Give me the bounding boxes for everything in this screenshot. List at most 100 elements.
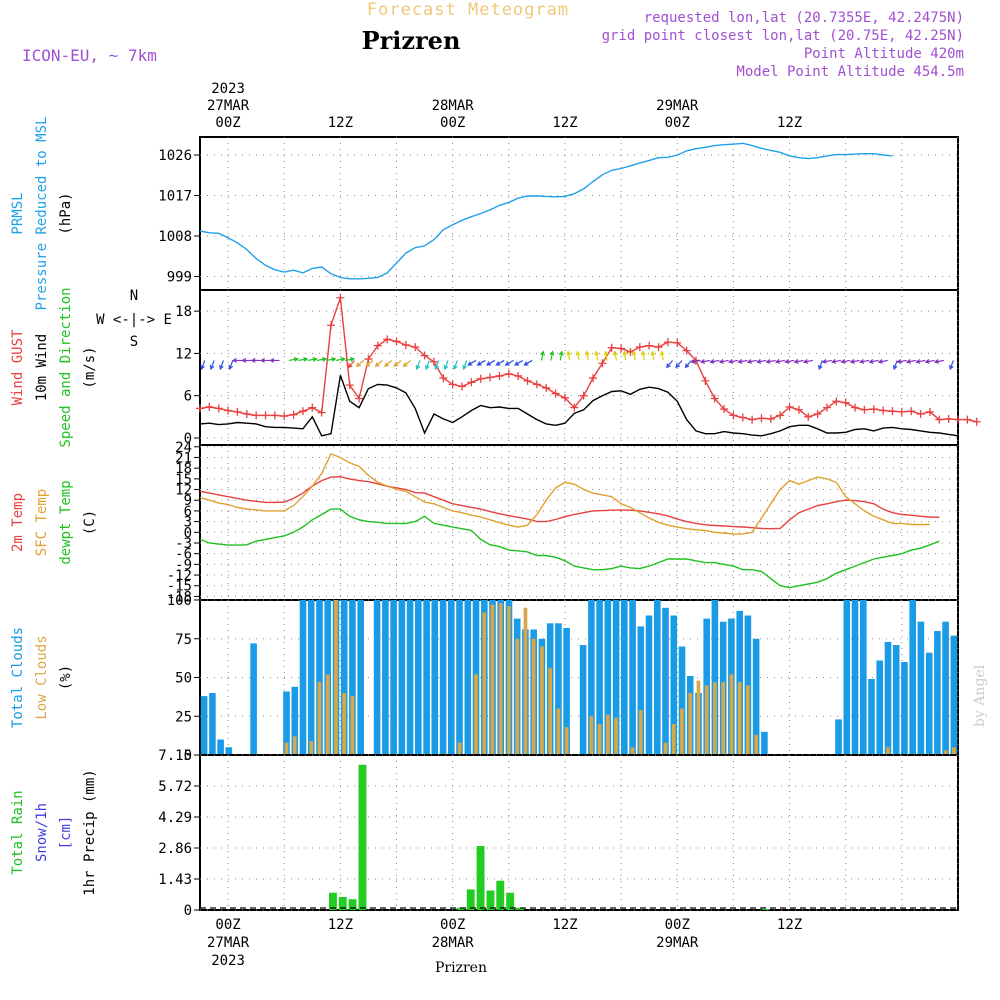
y-tick-label: 24: [175, 440, 192, 456]
bar-low-clouds: [729, 674, 734, 755]
bar-low-clouds: [556, 708, 561, 755]
wind-direction-arrow: [756, 359, 767, 364]
gust-marker: [224, 406, 233, 415]
gust-marker: [663, 338, 672, 347]
panel-frame-wind: [199, 289, 959, 446]
top-time-label: 12Z: [328, 115, 353, 131]
bar-low-clouds: [680, 708, 684, 755]
y-tick-label: 25: [175, 709, 192, 725]
wind-direction-arrow: [584, 350, 590, 361]
gust-marker: [233, 407, 242, 416]
gust-marker: [972, 417, 981, 426]
top-time-label: 27MAR: [207, 98, 250, 114]
gust-marker: [429, 357, 438, 366]
wind-direction-arrow: [746, 359, 757, 364]
bar-low-clouds: [614, 717, 618, 755]
gust-marker: [794, 405, 803, 414]
y-tick-label: 9: [184, 493, 192, 509]
gust-marker: [420, 351, 429, 360]
bottom-time-label: 2023: [211, 953, 245, 969]
bar-low-clouds: [737, 682, 742, 755]
ylabel-precip-1: Snow/1h: [34, 803, 50, 862]
gust-marker: [748, 415, 757, 424]
gust-marker: [963, 415, 972, 424]
bar-low-clouds: [490, 604, 495, 755]
watermark: by Angel: [972, 664, 988, 727]
top-time-label: 00Z: [665, 115, 690, 131]
gust-marker: [355, 394, 364, 403]
wind-direction-arrow: [476, 359, 486, 366]
gust-marker: [298, 407, 307, 416]
bar-total-clouds: [431, 600, 439, 755]
ylabel-pressure-2: (hPa): [58, 192, 74, 234]
wind-direction-arrow: [415, 360, 421, 371]
bar-low-clouds: [474, 674, 478, 755]
wind-direction-arrow: [365, 359, 374, 368]
bar-total-clouds: [868, 679, 875, 755]
gust-marker: [458, 382, 467, 391]
bar-low-clouds: [663, 742, 668, 755]
gust-marker: [729, 411, 738, 420]
bar-total-clouds: [464, 600, 472, 755]
gust-marker: [822, 403, 831, 412]
bar-total-clouds: [390, 600, 397, 755]
bar-total-clouds: [884, 641, 892, 755]
ylabel-wind-0: Wind GUST: [10, 329, 26, 405]
bar-total-clouds: [588, 600, 595, 755]
bar-low-clouds: [746, 685, 750, 756]
gust-marker: [345, 381, 354, 390]
ylabel-precip-0: Total Rain: [10, 790, 26, 874]
bar-total-clouds: [398, 600, 406, 755]
bar-low-clouds: [292, 736, 297, 755]
bar-total-clouds: [629, 600, 636, 755]
top-time-label: 29MAR: [656, 98, 699, 114]
series-line-sfc-temp: [199, 453, 930, 535]
y-tick-label: 1017: [158, 189, 192, 205]
bar-low-clouds: [334, 600, 338, 755]
y-tick-label: -15: [167, 579, 192, 595]
wind-direction-arrow: [453, 360, 458, 371]
gust-marker: [570, 403, 579, 412]
bar-total-clouds: [225, 747, 233, 756]
y-tick-label: 100: [167, 593, 192, 609]
requested-coords: requested lon,lat (20.7355E, 42.2475N): [643, 10, 964, 26]
bar-low-clouds: [498, 603, 503, 755]
bar-low-clouds: [713, 682, 717, 755]
bottom-time-label: 00Z: [215, 917, 240, 933]
wind-direction-arrow: [892, 360, 898, 371]
wind-direction-arrow: [949, 360, 954, 371]
gust-marker: [645, 341, 654, 350]
bar-low-clouds: [457, 742, 462, 755]
y-tick-label: 0: [184, 431, 192, 447]
y-tick-label: 18: [175, 461, 192, 477]
gust-marker: [851, 403, 860, 412]
wind-direction-arrow: [784, 359, 795, 364]
gust-marker: [401, 340, 410, 349]
bar-total-clouds: [637, 626, 645, 755]
ylabel-clouds-2: (%): [58, 665, 74, 690]
bar-total-clouds: [942, 621, 949, 755]
bottom-time-label: 12Z: [328, 917, 353, 933]
gust-marker: [841, 398, 850, 407]
gust-marker: [654, 343, 663, 352]
wind-direction-arrow: [485, 359, 496, 366]
bar-total-clouds: [604, 600, 612, 755]
y-tick-label: 21: [175, 450, 192, 466]
gust-marker: [710, 394, 719, 403]
gust-marker: [701, 376, 710, 385]
gust-marker: [495, 371, 504, 380]
point-altitude: Point Altitude 420m: [803, 46, 964, 62]
wind-direction-arrow: [737, 359, 748, 364]
gust-marker: [869, 405, 878, 414]
wind-direction-arrow: [259, 358, 271, 363]
bar-total-clouds: [678, 646, 686, 755]
y-tick-label: 50: [175, 671, 192, 687]
bar-total-clouds: [563, 627, 570, 755]
ylabel-wind-3: (m/s): [82, 346, 98, 388]
gust-marker: [392, 337, 401, 346]
series-line-prmsl: [199, 142, 893, 280]
bottom-time-label: 12Z: [777, 917, 802, 933]
gust-marker: [411, 343, 420, 352]
wind-direction-arrow: [523, 359, 533, 366]
